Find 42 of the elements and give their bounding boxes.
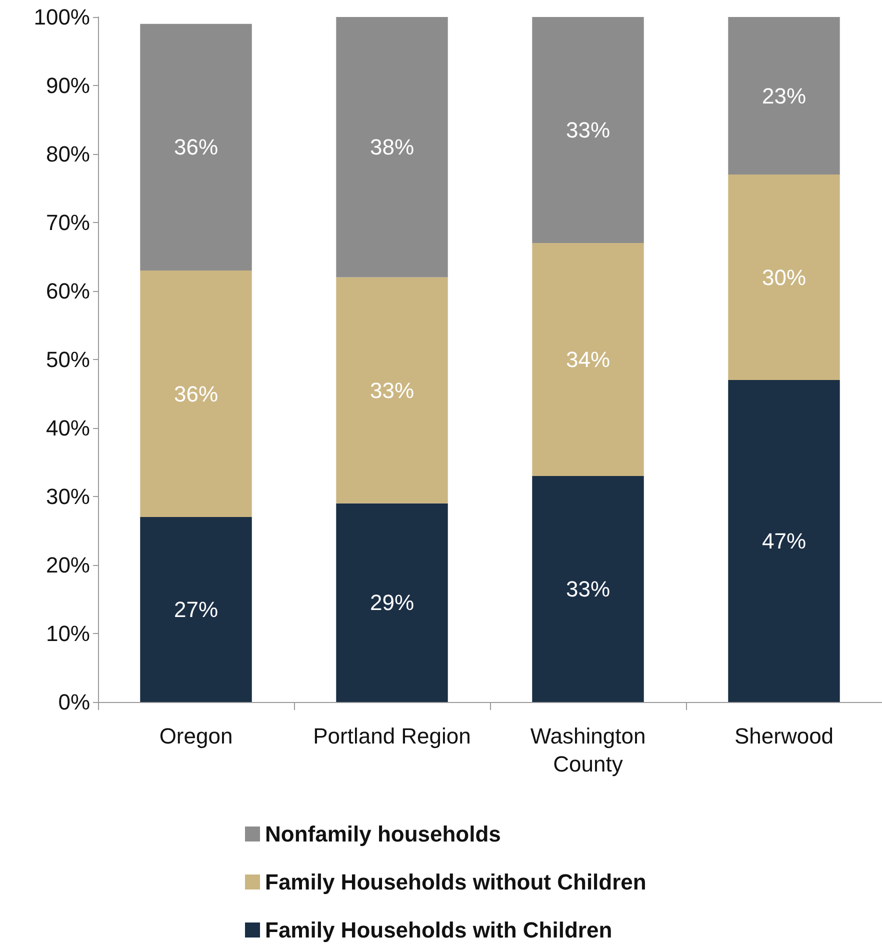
- bar: [336, 503, 448, 702]
- data-label: 38%: [370, 134, 414, 160]
- bar: [532, 243, 644, 476]
- data-label: 33%: [370, 378, 414, 403]
- data-label: 29%: [370, 590, 414, 616]
- bar: [140, 517, 252, 702]
- x-tick-label: Portland Region: [313, 724, 471, 748]
- bar: [336, 277, 448, 504]
- legend-label: Family Households without Children: [265, 870, 646, 894]
- y-tick-label: 30%: [46, 484, 90, 509]
- data-label: 33%: [566, 118, 610, 143]
- bar: [336, 17, 448, 278]
- y-tick-label: 100%: [34, 4, 90, 30]
- legend-label: Nonfamily households: [265, 822, 501, 846]
- data-label: 27%: [174, 597, 218, 622]
- y-tick-label: 10%: [46, 621, 90, 646]
- bar: [140, 24, 252, 270]
- data-label: 23%: [762, 83, 806, 108]
- legend-label: Family Households with Children: [265, 918, 612, 942]
- data-label: 47%: [762, 528, 806, 554]
- bar: [532, 476, 644, 702]
- y-tick-label: 70%: [46, 210, 90, 235]
- x-tick-label: Sherwood: [734, 724, 834, 748]
- y-tick-label: 20%: [46, 552, 90, 578]
- y-tick-label: 50%: [46, 347, 90, 372]
- bar: [140, 270, 252, 518]
- y-tick-label: 60%: [46, 278, 90, 304]
- y-tick-label: 90%: [46, 73, 90, 98]
- data-label: 36%: [174, 381, 218, 406]
- data-label: 30%: [762, 264, 806, 290]
- data-label: 33%: [566, 576, 610, 602]
- data-label: 36%: [174, 134, 218, 160]
- y-tick-label: 0%: [58, 690, 90, 714]
- y-tick-label: 40%: [46, 416, 90, 440]
- x-tick-label: Washington County: [530, 724, 646, 776]
- bar: [728, 174, 840, 380]
- y-tick-label: 80%: [46, 142, 90, 166]
- bar: [532, 17, 644, 244]
- bar: [728, 380, 840, 702]
- bar: [728, 17, 840, 175]
- data-label: 34%: [566, 347, 610, 372]
- x-tick-label: Oregon: [159, 724, 233, 748]
